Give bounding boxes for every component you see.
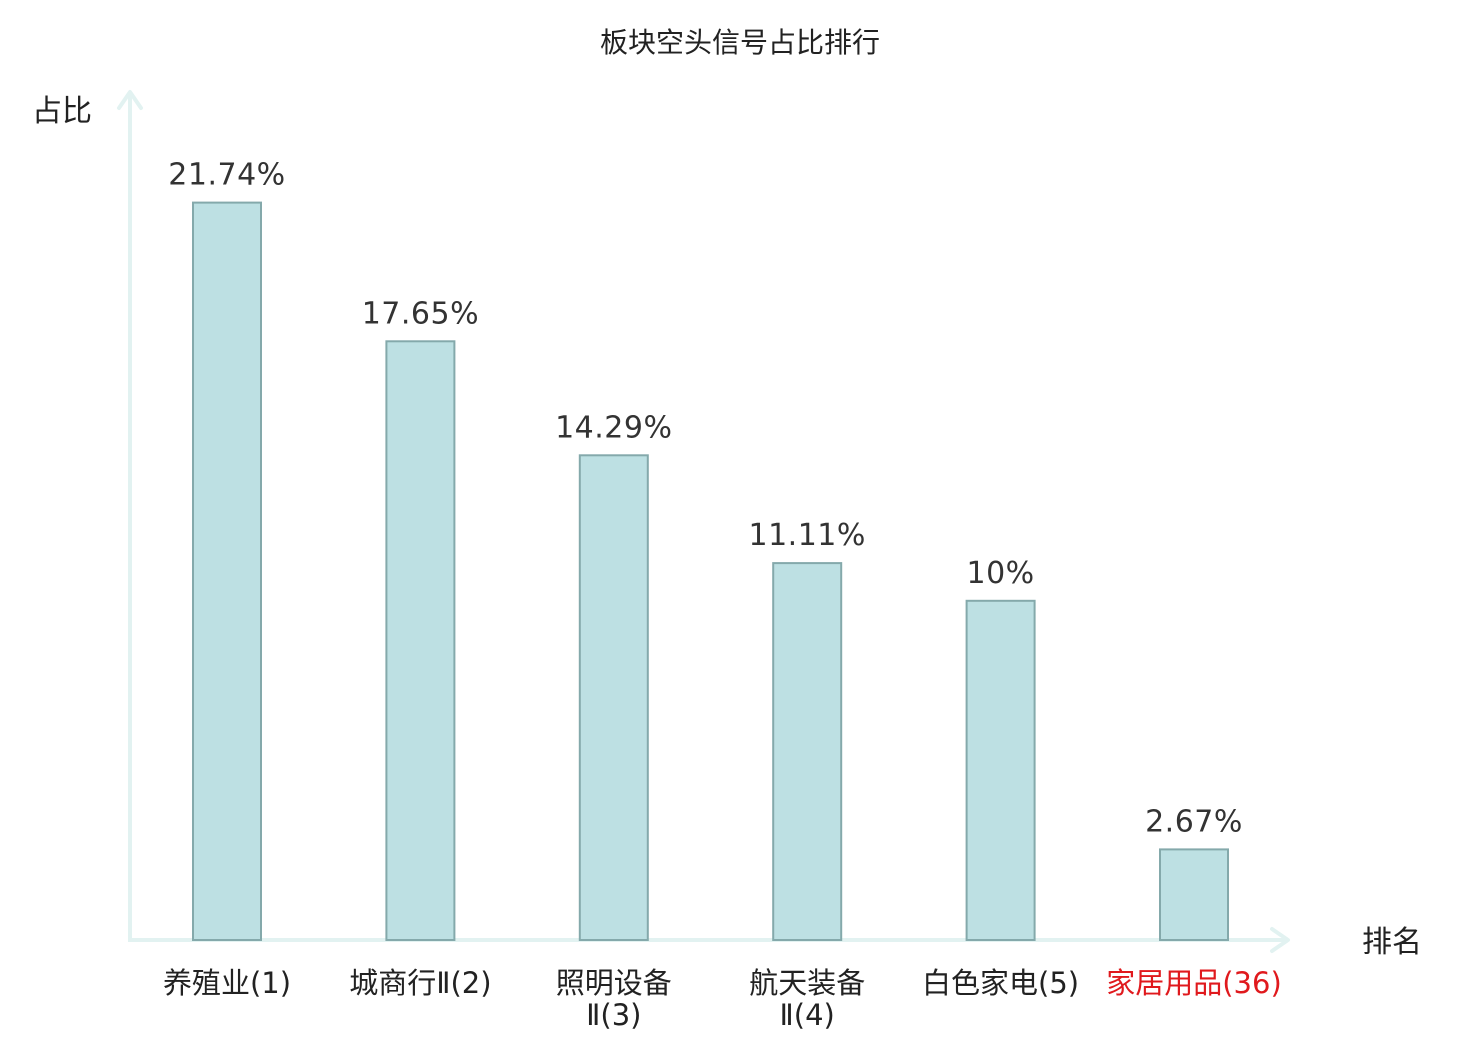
- y-axis-arrow: [117, 90, 143, 110]
- data-label: 17.65%: [362, 296, 479, 331]
- x-tick-label: 照明设备 Ⅱ(3): [556, 966, 672, 1032]
- x-tick-label: 白色家电(5): [922, 966, 1079, 1000]
- data-label: 14.29%: [555, 410, 672, 445]
- data-label: 21.74%: [168, 158, 285, 193]
- bar: [192, 201, 262, 942]
- y-axis-label: 占比: [32, 94, 92, 129]
- x-tick-label: 养殖业(1): [163, 966, 291, 1000]
- data-label: 2.67%: [1145, 804, 1243, 839]
- bar: [772, 562, 843, 941]
- chart-title: 板块空头信号占比排行: [600, 26, 880, 59]
- bar: [1159, 848, 1229, 942]
- bar: [385, 340, 456, 941]
- x-tick-label: 城商行Ⅱ(2): [349, 966, 491, 1000]
- x-axis-label: 排名: [1362, 925, 1422, 960]
- x-tick-label: 家居用品(36): [1106, 966, 1282, 1000]
- data-label: 10%: [967, 556, 1035, 591]
- x-axis-arrow: [1270, 927, 1290, 953]
- value-labels: 21.74% 17.65% 14.29% 11.11% 10% 2.67%: [168, 158, 1243, 840]
- x-tick-label: 航天装备 Ⅱ(4): [749, 966, 865, 1032]
- bar: [965, 599, 1036, 941]
- axes: [117, 90, 1290, 953]
- data-label: 11.11%: [749, 518, 866, 553]
- bars: [192, 201, 1229, 942]
- category-labels: 养殖业(1) 城商行Ⅱ(2) 照明设备 Ⅱ(3) 航天装备 Ⅱ(4) 白色家电(5) 家居用品…: [163, 966, 1282, 1032]
- bar: [578, 454, 649, 941]
